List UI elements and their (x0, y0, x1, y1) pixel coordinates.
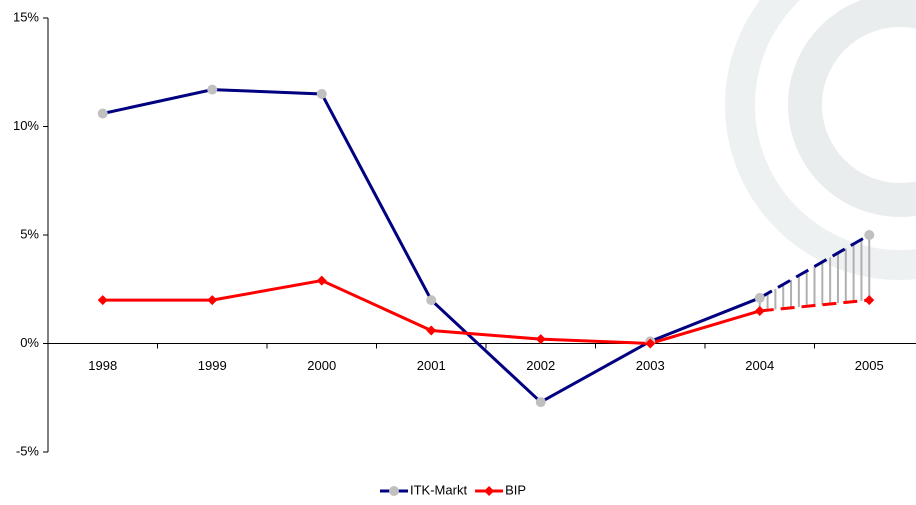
legend-marker (389, 486, 399, 496)
y-tick-label: 10% (13, 118, 39, 133)
y-tick-label: 0% (20, 335, 39, 350)
point (864, 295, 875, 306)
series-line (102, 88, 761, 404)
series-line-dashed (759, 298, 870, 313)
x-tick-label: 2000 (307, 358, 336, 373)
legend-label: ITK-Markt (410, 482, 467, 497)
series-line-dashed (759, 233, 870, 300)
point (535, 397, 546, 408)
x-tick-label: 2002 (526, 358, 555, 373)
point (316, 275, 327, 286)
point (97, 108, 108, 119)
point (754, 305, 765, 316)
background-decoration (725, 0, 916, 280)
point (864, 230, 875, 240)
point (97, 295, 108, 306)
y-tick-label: 15% (13, 9, 39, 24)
point (316, 88, 327, 99)
x-tick-label: 1999 (198, 358, 227, 373)
point (645, 338, 656, 349)
x-tick-label: 1998 (88, 358, 117, 373)
legend-marker (484, 486, 495, 496)
point (426, 325, 437, 336)
x-tick-label: 2004 (745, 358, 774, 373)
point (754, 292, 765, 303)
y-tick-label: -5% (16, 443, 40, 458)
x-tick-label: 2001 (417, 358, 446, 373)
y-tick-label: 5% (20, 226, 39, 241)
point (207, 295, 218, 306)
point (207, 84, 218, 95)
point (426, 295, 437, 306)
x-tick-label: 2003 (636, 358, 665, 373)
x-tick-label: 2005 (855, 358, 884, 373)
point (535, 334, 546, 345)
legend-label: BIP (505, 482, 526, 497)
